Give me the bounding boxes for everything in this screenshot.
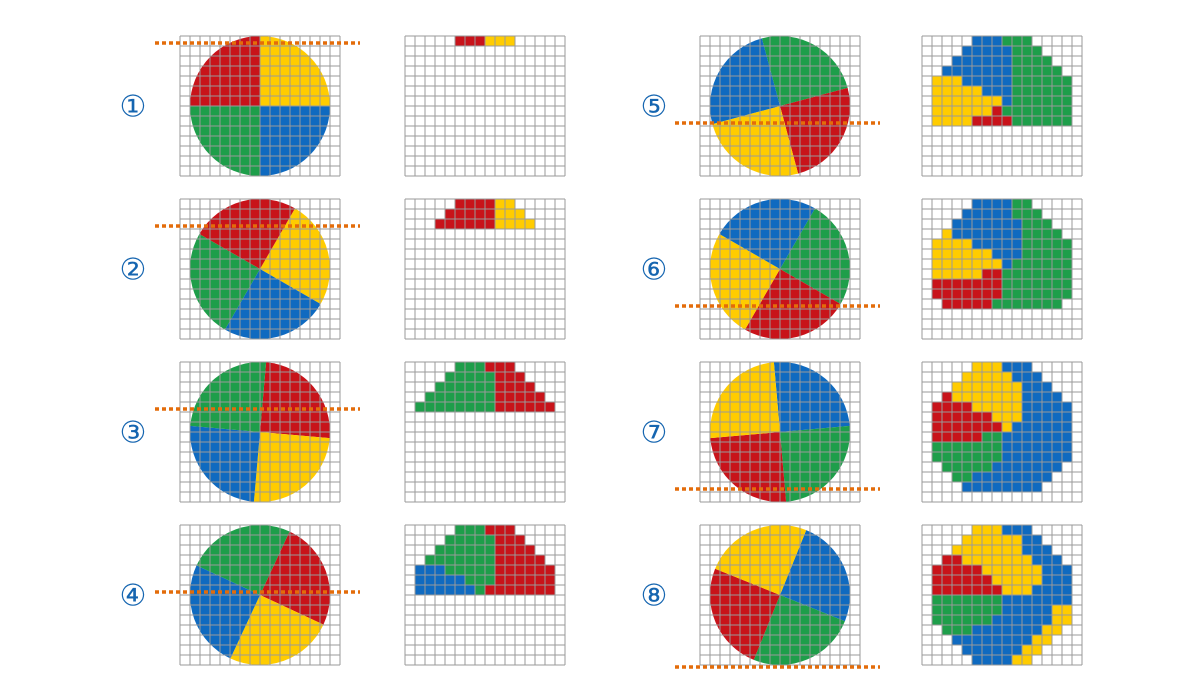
disc-sector-red (780, 87, 850, 174)
captured-frame (404, 524, 566, 666)
step-number: ⑧ (641, 579, 668, 614)
disc-sector-blue (773, 362, 850, 432)
panel-2: ② (120, 198, 566, 340)
disc-sector-blue (190, 425, 260, 502)
step-number: ① (120, 90, 147, 125)
disc-sector-green (753, 595, 845, 665)
disc-sector-red (260, 362, 331, 439)
captured-frame (921, 524, 1083, 666)
panel-1: ① (120, 35, 566, 177)
rotating-disc (699, 198, 861, 340)
captured-frame (404, 198, 566, 340)
panel-3: ③ (120, 361, 566, 503)
disc-sector-yellow (710, 362, 780, 439)
disc-sector-green (761, 36, 848, 106)
step-number: ⑦ (641, 416, 668, 451)
captured-frame (921, 35, 1083, 177)
rotating-disc (699, 361, 861, 503)
rotating-disc (699, 524, 861, 666)
disc-sector-green (190, 234, 260, 330)
disc-sector-yellow (253, 432, 330, 502)
disc-sector-yellow (715, 525, 807, 595)
disc-sector-red (710, 568, 780, 660)
disc-sector-yellow (260, 208, 330, 304)
panel-4: ④ (120, 524, 566, 666)
disc-sector-green (780, 208, 850, 304)
disc-sector-blue (710, 38, 780, 125)
captured-frame (921, 198, 1083, 340)
panel-7: ⑦ (641, 361, 1083, 503)
panel-6: ⑥ (641, 198, 1083, 340)
disc-sector-blue (780, 530, 851, 622)
step-number: ③ (120, 416, 147, 451)
disc-sector-red (199, 199, 295, 269)
disc-sector-blue (260, 106, 330, 176)
disc-sector-red (745, 269, 841, 339)
rotating-disc (179, 524, 341, 666)
step-number: ④ (120, 579, 147, 614)
rotating-disc (179, 35, 341, 177)
panel-8: ⑧ (641, 524, 1083, 669)
step-number: ⑥ (641, 253, 668, 288)
disc-sector-green (780, 425, 850, 502)
step-number: ② (120, 253, 147, 288)
captured-frame (921, 361, 1083, 503)
disc-sector-blue (225, 269, 321, 339)
captured-frame (404, 361, 566, 503)
rotating-disc (179, 361, 341, 503)
rotating-disc (179, 198, 341, 340)
disc-sector-red (710, 432, 787, 502)
rotating-disc (699, 35, 861, 177)
captured-frame (404, 35, 566, 177)
disc-sector-yellow (260, 36, 330, 106)
disc-sector-blue (719, 199, 815, 269)
disc-sector-red (190, 36, 260, 106)
step-number: ⑤ (641, 90, 668, 125)
disc-sector-green (190, 106, 260, 176)
disc-sector-green (190, 361, 267, 432)
panel-5: ⑤ (641, 35, 1083, 177)
